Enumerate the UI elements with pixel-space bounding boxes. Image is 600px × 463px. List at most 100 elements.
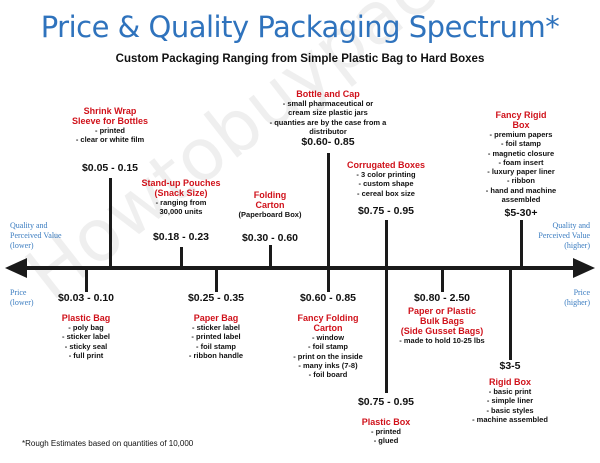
item-bullet: - print on the inside [293,351,363,361]
item-price: $0.03 - 0.10 [57,292,115,304]
item-title: (Side Gusset Bags) [400,326,484,336]
item-bullet: assembled [501,195,541,205]
item-bullet: - ribbon [507,176,535,186]
item-bullet: - small pharmaceutical or [282,99,374,108]
packaging-item: Plastic Bag - poly bag - sticker label - st… [11,313,161,360]
arrow-right-icon [573,258,595,278]
spectrum-tick [509,268,512,360]
item-bullet: - magnetic closure [487,148,555,158]
item-price: $0.18 - 0.23 [152,231,210,243]
spectrum-tick [520,220,523,268]
item-title: Rigid Box [489,377,531,387]
item-title: Plastic Box [361,417,411,427]
item-bullet: - cereal box size [357,188,415,198]
label-line: Perceived Value [538,231,590,240]
quality-lower-label: Quality and Perceived Value (lower) [10,221,62,251]
item-bullet: - printed [371,427,401,436]
item-bullet: - foil stamp [500,139,541,149]
item-price: $0.75 - 0.95 [357,205,415,217]
item-bullet: - foam insert [498,157,544,167]
item-title: Carton [313,323,343,333]
item-bullet: - printed label [191,332,241,342]
item-bullet: - many inks (7-8) [298,360,358,370]
label-line: Quality and [10,221,48,230]
item-price: $5-30+ [504,207,538,219]
item-price: $0.75 - 0.95 [357,396,415,408]
item-bullet: - window [311,333,345,342]
item-bullet: - printed [95,126,125,135]
item-title: Fancy Folding [297,313,359,323]
item-bullet: - clear or white film [75,135,145,145]
label-line: (higher) [564,241,590,250]
item-bullet: - custom shape [358,179,414,189]
item-title: Stand-up Pouches [141,178,221,188]
item-title: Bottle and Cap [296,89,360,99]
item-bullet: (Paperboard Box) [238,210,302,219]
label-line: Quality and [552,221,590,230]
item-bullet: - glued [373,436,399,446]
packaging-item: Stand-up Pouches (Snack Size) - ranging fr… [106,178,256,217]
page-subtitle: Custom Packaging Ranging from Simple Pla… [115,53,485,65]
label-line: (higher) [564,298,590,307]
packaging-item: Fancy Rigid Box - premium papers - foil sta… [446,110,596,204]
packaging-item: Paper or Plastic Bulk Bags (Side Gusset Ba… [367,306,517,345]
packaging-item: Folding Carton (Paperboard Box) [195,190,345,219]
item-bullet: 30,000 units [159,207,203,217]
spectrum-tick [85,268,88,292]
label-line: Price [573,288,590,297]
item-bullet: - machine assembled [472,414,548,424]
arrow-left-icon [5,258,27,278]
item-bullet: - full print [68,350,104,360]
item-price: $0.25 - 0.35 [187,292,245,304]
price-lower-label: Price (lower) [10,288,34,308]
item-price: $0.60 - 0.85 [299,292,357,304]
item-bullet: - luxury paper liner [487,167,555,177]
item-title: Shrink Wrap [83,106,137,116]
item-title: Corrugated Boxes [346,160,426,170]
item-title: Plastic Bag [61,313,111,323]
label-line: Price [10,288,27,297]
item-title: Paper Bag [193,313,239,323]
item-title: Paper or Plastic [407,306,477,316]
item-bullet: - made to hold 10-25 lbs [399,336,485,345]
quality-higher-label: Quality and Perceived Value (higher) [538,221,590,251]
label-line: (lower) [10,241,34,250]
item-bullet: - basic print [488,387,532,396]
item-title: Fancy Rigid [495,110,547,120]
label-line: Perceived Value [10,231,62,240]
packaging-item: Fancy Folding Carton - window - foil stamp -… [253,313,403,379]
spectrum-tick [441,268,444,292]
packaging-item: Shrink Wrap Sleeve for Bottles - printed - … [35,106,185,145]
item-bullet: - sticky seal [64,341,108,351]
item-bullet: - ribbon handle [188,350,244,360]
item-title: (Snack Size) [154,188,208,198]
spectrum-tick [180,247,183,268]
spectrum-tick [385,268,388,393]
item-bullet: - sticker label [62,332,110,342]
spectrum-axis [22,266,577,270]
item-bullet: - quanties are by the case from a distri… [269,117,387,136]
item-title: Bulk Bags [419,316,464,326]
item-bullet: - basic styles [486,405,534,415]
item-title: Carton [255,200,285,210]
item-bullet: - 3 color printing [356,170,416,179]
packaging-item: Bottle and Cap - small pharmaceutical or c… [253,89,403,136]
item-bullet: - foil board [308,370,348,380]
label-line: (lower) [10,298,34,307]
spectrum-tick [327,153,330,292]
item-bullet: - premium papers [489,130,553,139]
packaging-item: Rigid Box - basic print - simple liner - ba… [435,377,585,424]
item-price: $0.05 - 0.15 [81,162,139,174]
item-title: Folding [253,190,287,200]
item-price: $0.30 - 0.60 [241,232,299,244]
item-bullet: - foil stamp [195,341,236,351]
item-title: Sleeve for Bottles [71,116,149,126]
spectrum-tick [215,268,218,292]
item-bullet: - sticker label [192,323,240,332]
price-higher-label: Price (higher) [564,288,590,308]
item-bullet: - foil stamp [307,342,348,352]
item-price: $3-5 [499,360,521,372]
item-bullet: - ranging from [155,198,207,207]
packaging-item: Paper Bag - sticker label - printed label -… [141,313,291,360]
